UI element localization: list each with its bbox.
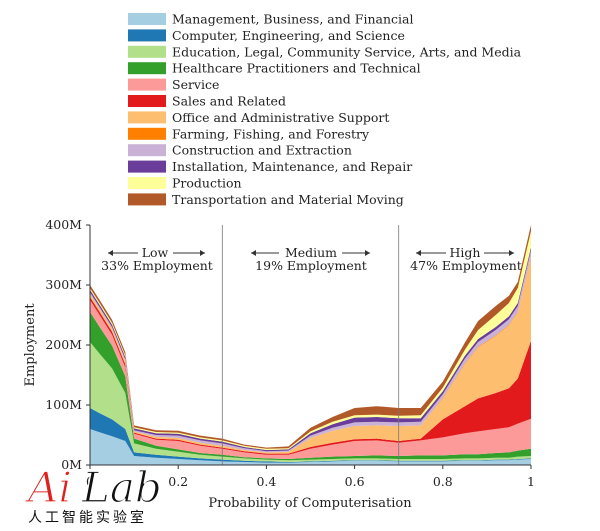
region-low-label: Low bbox=[142, 245, 169, 260]
x-tick-label-5: 1 bbox=[527, 474, 535, 489]
legend-item-11: Production bbox=[128, 176, 242, 191]
legend-item-1-label: Management, Business, and Financial bbox=[172, 12, 413, 27]
x-tick-label-4: 0.8 bbox=[433, 474, 453, 489]
legend-item-3: Education, Legal, Community Service, Art… bbox=[128, 44, 522, 59]
region-low: Low 33% Employment bbox=[101, 245, 213, 273]
legend-item-6-label: Sales and Related bbox=[172, 94, 286, 109]
y-tick-label-2: 200M bbox=[45, 337, 82, 352]
legend-item-8: Farming, Fishing, and Forestry bbox=[128, 126, 370, 141]
x-axis-title: Probability of Computerisation bbox=[208, 496, 412, 511]
legend-item-4-swatch bbox=[128, 62, 166, 75]
legend-item-4: Healthcare Practitioners and Technical bbox=[128, 61, 421, 76]
y-axis-title: Employment bbox=[23, 303, 38, 387]
legend-item-11-swatch bbox=[128, 177, 166, 189]
arrowhead-left-low bbox=[108, 250, 113, 256]
region-medium-label: Medium bbox=[285, 245, 337, 260]
region-low-share: 33% Employment bbox=[101, 258, 213, 273]
legend-item-11-label: Production bbox=[172, 176, 242, 191]
plot-area: 0M 100M 200M 300M 400M 0 0.2 0.4 0.6 0.8 1 bbox=[45, 217, 535, 489]
arrowhead-left-medium bbox=[251, 250, 256, 256]
area-series-1 bbox=[90, 429, 531, 465]
legend-item-5: Service bbox=[128, 77, 219, 92]
legend-item-9-label: Construction and Extraction bbox=[172, 143, 352, 158]
legend-item-2-swatch bbox=[128, 29, 166, 42]
x-tick-label-1: 0.2 bbox=[168, 474, 188, 489]
y-tick-label-3: 300M bbox=[45, 277, 82, 292]
legend-item-5-label: Service bbox=[172, 77, 219, 92]
legend-item-7: Office and Administrative Support bbox=[128, 110, 389, 125]
x-ticks: 0 0.2 0.4 0.6 0.8 1 bbox=[86, 465, 535, 489]
legend-item-1-swatch bbox=[128, 13, 166, 25]
legend-item-12-swatch bbox=[128, 193, 166, 206]
y-ticks: 0M 100M 200M 300M 400M bbox=[45, 217, 90, 472]
region-labels: Low 33% Employment Medium 19% Employment… bbox=[101, 245, 522, 273]
region-boundaries bbox=[221, 225, 400, 465]
legend-item-7-swatch bbox=[128, 111, 166, 124]
legend-item-8-label: Farming, Fishing, and Forestry bbox=[172, 126, 370, 141]
ailab-logo-tagline: 人工智能实验室 bbox=[28, 509, 147, 526]
x-tick-label-3: 0.6 bbox=[345, 474, 365, 489]
area-series-5 bbox=[90, 300, 531, 459]
legend-item-6-swatch bbox=[128, 95, 166, 107]
region-medium: Medium 19% Employment bbox=[251, 245, 370, 273]
legend-item-8-swatch bbox=[128, 127, 166, 140]
legend-item-4-label: Healthcare Practitioners and Technical bbox=[172, 61, 421, 76]
legend-item-12-label: Transportation and Material Moving bbox=[172, 192, 404, 207]
legend-item-9: Construction and Extraction bbox=[128, 143, 352, 158]
legend-item-5-swatch bbox=[128, 78, 166, 91]
area-series-12 bbox=[90, 225, 531, 449]
arrowhead-right-high bbox=[509, 250, 514, 256]
legend-item-2: Computer, Engineering, and Science bbox=[128, 28, 405, 43]
legend-item-12: Transportation and Material Moving bbox=[128, 192, 404, 207]
legend-item-3-swatch bbox=[128, 45, 166, 58]
legend-item-10-swatch bbox=[128, 160, 166, 173]
legend-item-10-label: Installation, Maintenance, and Repair bbox=[172, 159, 412, 174]
ailab-logo-ai: Ai bbox=[24, 463, 72, 512]
region-high-label: High bbox=[450, 245, 481, 260]
y-tick-label-1: 100M bbox=[45, 397, 82, 412]
legend-item-6: Sales and Related bbox=[128, 94, 286, 109]
legend-item-10: Installation, Maintenance, and Repair bbox=[128, 159, 412, 174]
legend-item-7-label: Office and Administrative Support bbox=[172, 110, 389, 125]
area-series-3 bbox=[90, 342, 531, 462]
ailab-logo-lab: Lab bbox=[81, 463, 162, 512]
arrowhead-right-medium bbox=[365, 250, 370, 256]
legend-item-3-label: Education, Legal, Community Service, Art… bbox=[172, 44, 522, 59]
x-tick-label-2: 0.4 bbox=[256, 474, 276, 489]
x-tick-label-0: 0 bbox=[86, 474, 94, 489]
y-tick-label-0: 0M bbox=[61, 457, 82, 472]
legend: Management, Business, and FinancialCompu… bbox=[128, 12, 522, 207]
ailab-logo: Ai Lab 人工智能实验室 bbox=[23, 462, 162, 526]
area-series-11 bbox=[90, 231, 531, 450]
arrowhead-left-high bbox=[416, 250, 421, 256]
legend-item-1: Management, Business, and Financial bbox=[128, 12, 413, 27]
y-tick-label-4: 400M bbox=[45, 217, 82, 232]
region-high-share: 47% Employment bbox=[410, 258, 522, 273]
region-high: High 47% Employment bbox=[410, 245, 522, 273]
legend-item-2-label: Computer, Engineering, and Science bbox=[172, 28, 405, 43]
stacked-areas bbox=[90, 225, 531, 465]
arrowhead-right-low bbox=[200, 250, 205, 256]
legend-item-9-swatch bbox=[128, 144, 166, 157]
region-medium-share: 19% Employment bbox=[255, 258, 367, 273]
